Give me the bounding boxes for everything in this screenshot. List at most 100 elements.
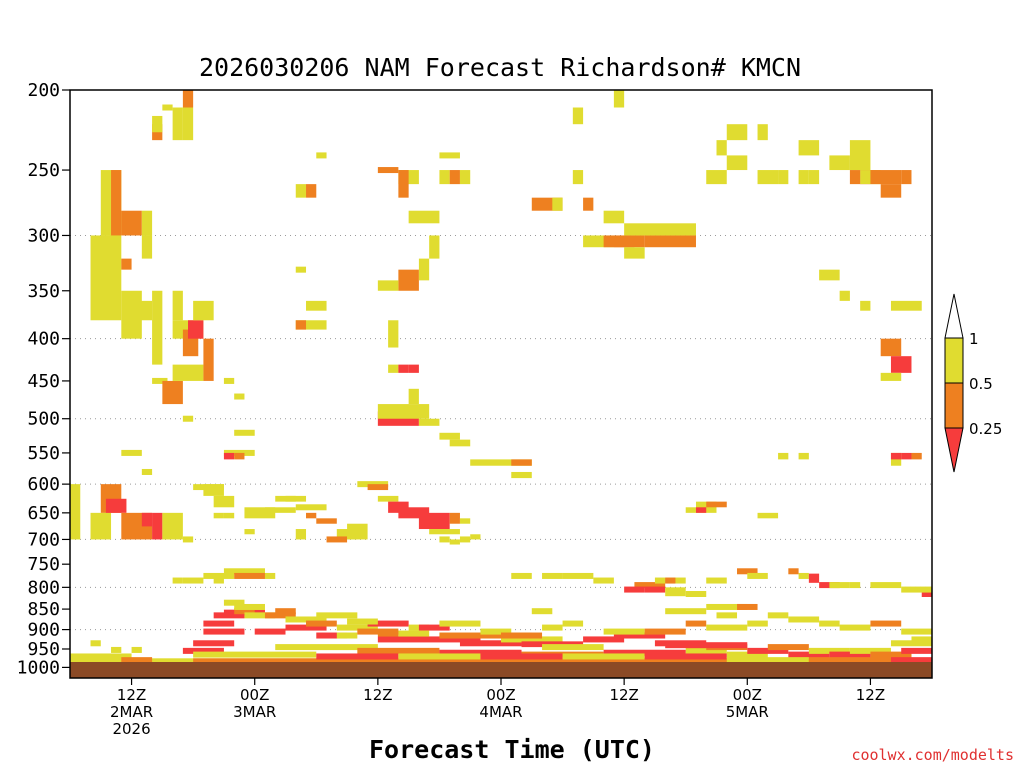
ri-cell-12 [162, 380, 183, 405]
pbl-cell-87 [306, 620, 337, 627]
pbl-cell-92 [347, 618, 378, 625]
ri-cell-173 [264, 572, 276, 579]
ri-cell-31 [162, 104, 173, 111]
ri-cell-119 [778, 170, 789, 185]
ri-cell-73 [408, 388, 419, 405]
pbl-cell-20 [418, 624, 450, 631]
ytick-label-300: 300 [27, 225, 60, 246]
ri-cell-151 [706, 577, 727, 584]
pbl-cell-10 [244, 612, 276, 619]
ground-band [70, 662, 932, 678]
pbl-cell-23 [459, 640, 522, 647]
ri-cell-132 [849, 170, 861, 185]
pbl-cell-73 [747, 620, 768, 627]
pbl-cell-12 [234, 603, 265, 610]
pbl-cell-80 [911, 636, 932, 643]
ri-cell-88 [418, 512, 450, 530]
pbl-cell-62 [70, 657, 101, 664]
ri-cell-170 [203, 572, 235, 579]
xtick-label-0-2: 2026 [112, 720, 150, 738]
xtick-label-5-1: 5MAR [726, 703, 769, 721]
ri-cell-157 [737, 568, 758, 575]
pbl-cell-4 [193, 640, 235, 647]
ri-cell-100 [583, 235, 614, 248]
ri-cell-116 [726, 124, 748, 141]
ri-cell-53 [295, 266, 307, 273]
ri-cell-174 [172, 577, 183, 584]
pbl-cell-5 [203, 628, 245, 635]
pbl-cell-89 [398, 630, 430, 637]
ytick-label-250: 250 [27, 160, 60, 181]
legend-bin-yellow [944, 337, 964, 384]
ri-cell-131 [849, 140, 871, 171]
ri-cell-144 [757, 512, 779, 519]
ri-cell-107 [685, 507, 696, 513]
ri-cell-82 [511, 471, 532, 479]
ri-cell-49 [347, 523, 368, 540]
ri-cell-4 [105, 498, 127, 513]
pbl-cell-15 [285, 624, 327, 631]
ri-cell-18 [188, 320, 204, 339]
legend-label-0.25: 0.25 [969, 420, 1002, 438]
pbl-cell-43 [357, 647, 440, 654]
pbl-cell-27 [583, 636, 625, 643]
ri-cell-66 [398, 269, 419, 291]
ri-cell-166 [921, 590, 932, 597]
pbl-cell-84 [716, 612, 738, 619]
ri-cell-126 [880, 338, 902, 357]
ri-cell-104 [603, 210, 625, 224]
ri-cell-122 [819, 269, 840, 281]
ri-cell-37 [172, 290, 183, 321]
pbl-cell-75 [788, 616, 820, 623]
ri-cell-150 [685, 590, 707, 597]
ri-cell-51 [295, 320, 307, 330]
pbl-cell-52 [562, 653, 645, 660]
ri-cell-92 [470, 534, 481, 540]
ri-cell-155 [593, 577, 614, 584]
ri-cell-128 [880, 372, 902, 381]
ri-cell-172 [234, 572, 265, 579]
ri-cell-86 [388, 501, 409, 513]
pbl-cell-28 [613, 632, 666, 639]
pbl-cell-17 [336, 624, 378, 631]
pbl-cell-72 [706, 624, 748, 631]
ri-cell-142 [778, 452, 789, 460]
ri-cell-75 [377, 404, 430, 419]
ri-cell-7 [152, 512, 163, 540]
ri-cell-20 [223, 377, 235, 384]
pbl-cell-60 [131, 646, 142, 653]
pbl-cell-85 [531, 608, 553, 615]
legend-label-1: 1 [969, 330, 979, 348]
ytick-label-700: 700 [27, 529, 60, 550]
pbl-cell-48 [193, 651, 317, 658]
ri-cell-115 [706, 170, 727, 185]
ri-cell-181 [264, 507, 296, 513]
ri-cell-111 [613, 90, 625, 108]
ri-cell-54 [295, 184, 307, 198]
pbl-cell-68 [562, 620, 584, 627]
ri-cell-1 [70, 484, 81, 540]
ri-cell-14 [152, 290, 163, 365]
ytick-label-900: 900 [27, 620, 60, 641]
pbl-cell-38 [849, 647, 891, 654]
ri-cell-34 [172, 107, 183, 141]
ri-cell-161 [808, 573, 820, 583]
pbl-cell-93 [377, 630, 399, 637]
pbl-cell-55 [808, 657, 891, 664]
ri-cell-65 [429, 235, 440, 259]
ri-cell-71 [398, 364, 409, 373]
ri-cell-121 [798, 140, 820, 156]
ri-cell-89 [449, 512, 460, 524]
pbl-cell-83 [737, 603, 758, 610]
ri-cell-63 [449, 170, 460, 185]
ri-cell-79 [470, 459, 501, 466]
pbl-cell-69 [603, 628, 645, 635]
ri-cell-32 [182, 107, 194, 141]
ri-cell-167 [901, 586, 932, 593]
ytick-label-600: 600 [27, 474, 60, 495]
xtick-label-1-1: 3MAR [233, 703, 276, 721]
ri-cell-149 [665, 587, 686, 597]
pbl-cell-79 [901, 628, 932, 635]
ri-cell-177 [213, 512, 224, 519]
ri-cell-164 [849, 582, 861, 589]
